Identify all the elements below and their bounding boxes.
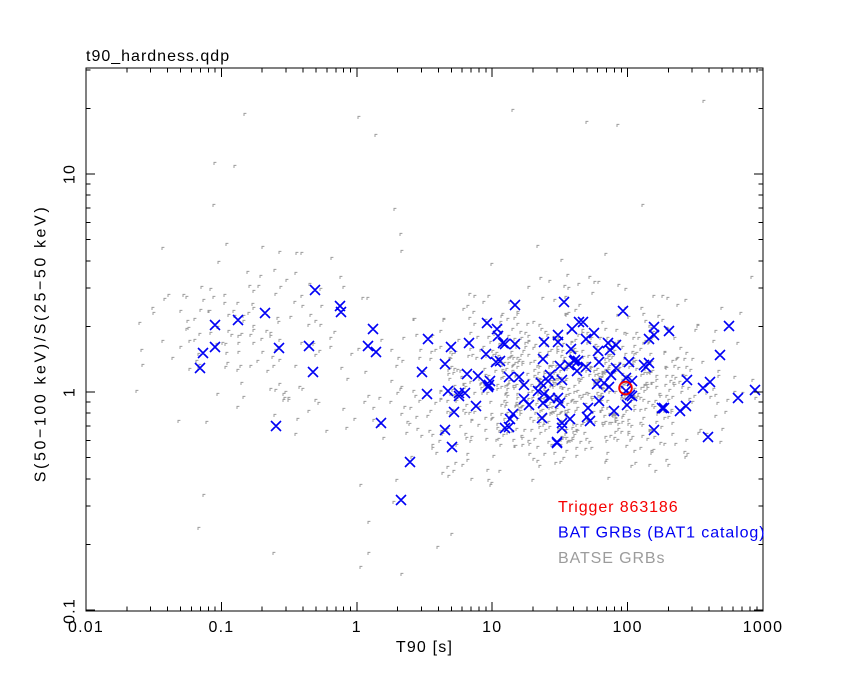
- svg-text:1: 1: [352, 619, 362, 636]
- svg-text:BAT GRBs (BAT1 catalog): BAT GRBs (BAT1 catalog): [558, 525, 765, 542]
- svg-text:0.1: 0.1: [208, 619, 234, 636]
- svg-text:Trigger 863186: Trigger 863186: [558, 499, 679, 516]
- svg-text:0.01: 0.01: [68, 619, 104, 636]
- svg-text:10: 10: [482, 619, 502, 636]
- svg-text:100: 100: [612, 619, 642, 636]
- svg-text:0.1: 0.1: [62, 598, 79, 624]
- svg-text:T90 [s]: T90 [s]: [396, 639, 453, 656]
- svg-text:1000: 1000: [743, 619, 783, 636]
- svg-text:10: 10: [62, 164, 79, 184]
- svg-text:BATSE GRBs: BATSE GRBs: [558, 550, 665, 567]
- svg-text:S(50−100 keV)/S(25−50 keV): S(50−100 keV)/S(25−50 keV): [33, 205, 50, 483]
- svg-text:1: 1: [62, 387, 79, 397]
- svg-text:t90_hardness.qdp: t90_hardness.qdp: [86, 48, 230, 65]
